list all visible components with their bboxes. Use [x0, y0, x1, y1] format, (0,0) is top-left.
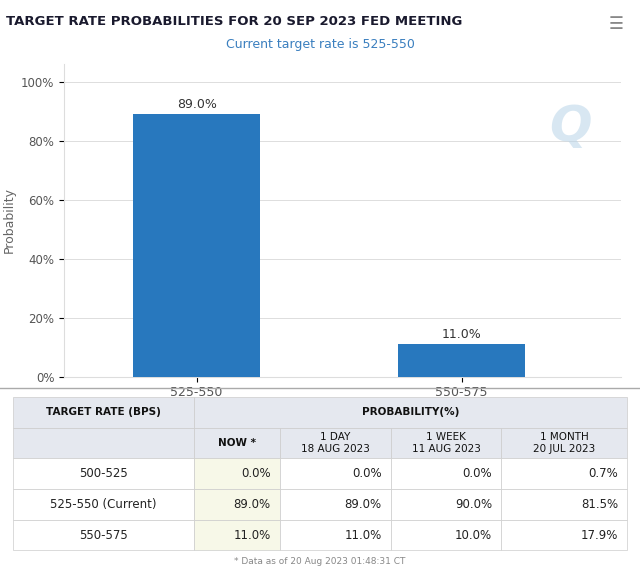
FancyBboxPatch shape — [194, 458, 280, 489]
Bar — [398, 344, 525, 377]
Text: TARGET RATE (BPS): TARGET RATE (BPS) — [46, 408, 161, 418]
FancyBboxPatch shape — [390, 489, 501, 520]
FancyBboxPatch shape — [194, 520, 280, 550]
Text: 0.0%: 0.0% — [463, 467, 492, 480]
Text: 81.5%: 81.5% — [581, 498, 618, 511]
FancyBboxPatch shape — [13, 489, 194, 520]
Text: * Data as of 20 Aug 2023 01:48:31 CT: * Data as of 20 Aug 2023 01:48:31 CT — [234, 557, 406, 566]
FancyBboxPatch shape — [13, 520, 194, 550]
Text: 550-575: 550-575 — [79, 529, 128, 541]
FancyBboxPatch shape — [194, 427, 280, 458]
Text: 1 MONTH
20 JUL 2023: 1 MONTH 20 JUL 2023 — [533, 432, 595, 454]
FancyBboxPatch shape — [280, 489, 390, 520]
Text: 11.0%: 11.0% — [344, 529, 381, 541]
Text: ☰: ☰ — [609, 15, 624, 33]
Text: 90.0%: 90.0% — [455, 498, 492, 511]
FancyBboxPatch shape — [194, 397, 627, 427]
Text: 1 DAY
18 AUG 2023: 1 DAY 18 AUG 2023 — [301, 432, 370, 454]
Text: 89.0%: 89.0% — [344, 498, 381, 511]
Text: 11.0%: 11.0% — [442, 328, 481, 340]
Text: 525-550 (Current): 525-550 (Current) — [50, 498, 157, 511]
FancyBboxPatch shape — [280, 520, 390, 550]
Text: Current target rate is 525-550: Current target rate is 525-550 — [225, 38, 415, 51]
Text: TARGET RATE PROBABILITIES FOR 20 SEP 2023 FED MEETING: TARGET RATE PROBABILITIES FOR 20 SEP 202… — [6, 15, 463, 27]
FancyBboxPatch shape — [390, 458, 501, 489]
Text: 0.0%: 0.0% — [241, 467, 271, 480]
Text: 0.0%: 0.0% — [352, 467, 381, 480]
Text: 89.0%: 89.0% — [234, 498, 271, 511]
Text: 1 WEEK
11 AUG 2023: 1 WEEK 11 AUG 2023 — [412, 432, 481, 454]
Y-axis label: Probability: Probability — [3, 187, 15, 253]
FancyBboxPatch shape — [13, 458, 194, 489]
Text: Q: Q — [549, 103, 592, 151]
Text: 89.0%: 89.0% — [177, 98, 216, 111]
Text: 11.0%: 11.0% — [234, 529, 271, 541]
Text: NOW *: NOW * — [218, 438, 256, 448]
Text: 0.7%: 0.7% — [588, 467, 618, 480]
FancyBboxPatch shape — [501, 458, 627, 489]
FancyBboxPatch shape — [501, 489, 627, 520]
FancyBboxPatch shape — [390, 520, 501, 550]
FancyBboxPatch shape — [501, 427, 627, 458]
FancyBboxPatch shape — [280, 458, 390, 489]
FancyBboxPatch shape — [280, 427, 390, 458]
Text: 17.9%: 17.9% — [580, 529, 618, 541]
FancyBboxPatch shape — [390, 427, 501, 458]
Text: 500-525: 500-525 — [79, 467, 128, 480]
Text: PROBABILITY(%): PROBABILITY(%) — [362, 408, 460, 418]
Bar — [133, 114, 260, 377]
FancyBboxPatch shape — [194, 489, 280, 520]
X-axis label: Target Rate (in bps): Target Rate (in bps) — [281, 405, 404, 418]
FancyBboxPatch shape — [13, 427, 194, 458]
Text: 10.0%: 10.0% — [455, 529, 492, 541]
FancyBboxPatch shape — [13, 397, 194, 427]
FancyBboxPatch shape — [501, 520, 627, 550]
